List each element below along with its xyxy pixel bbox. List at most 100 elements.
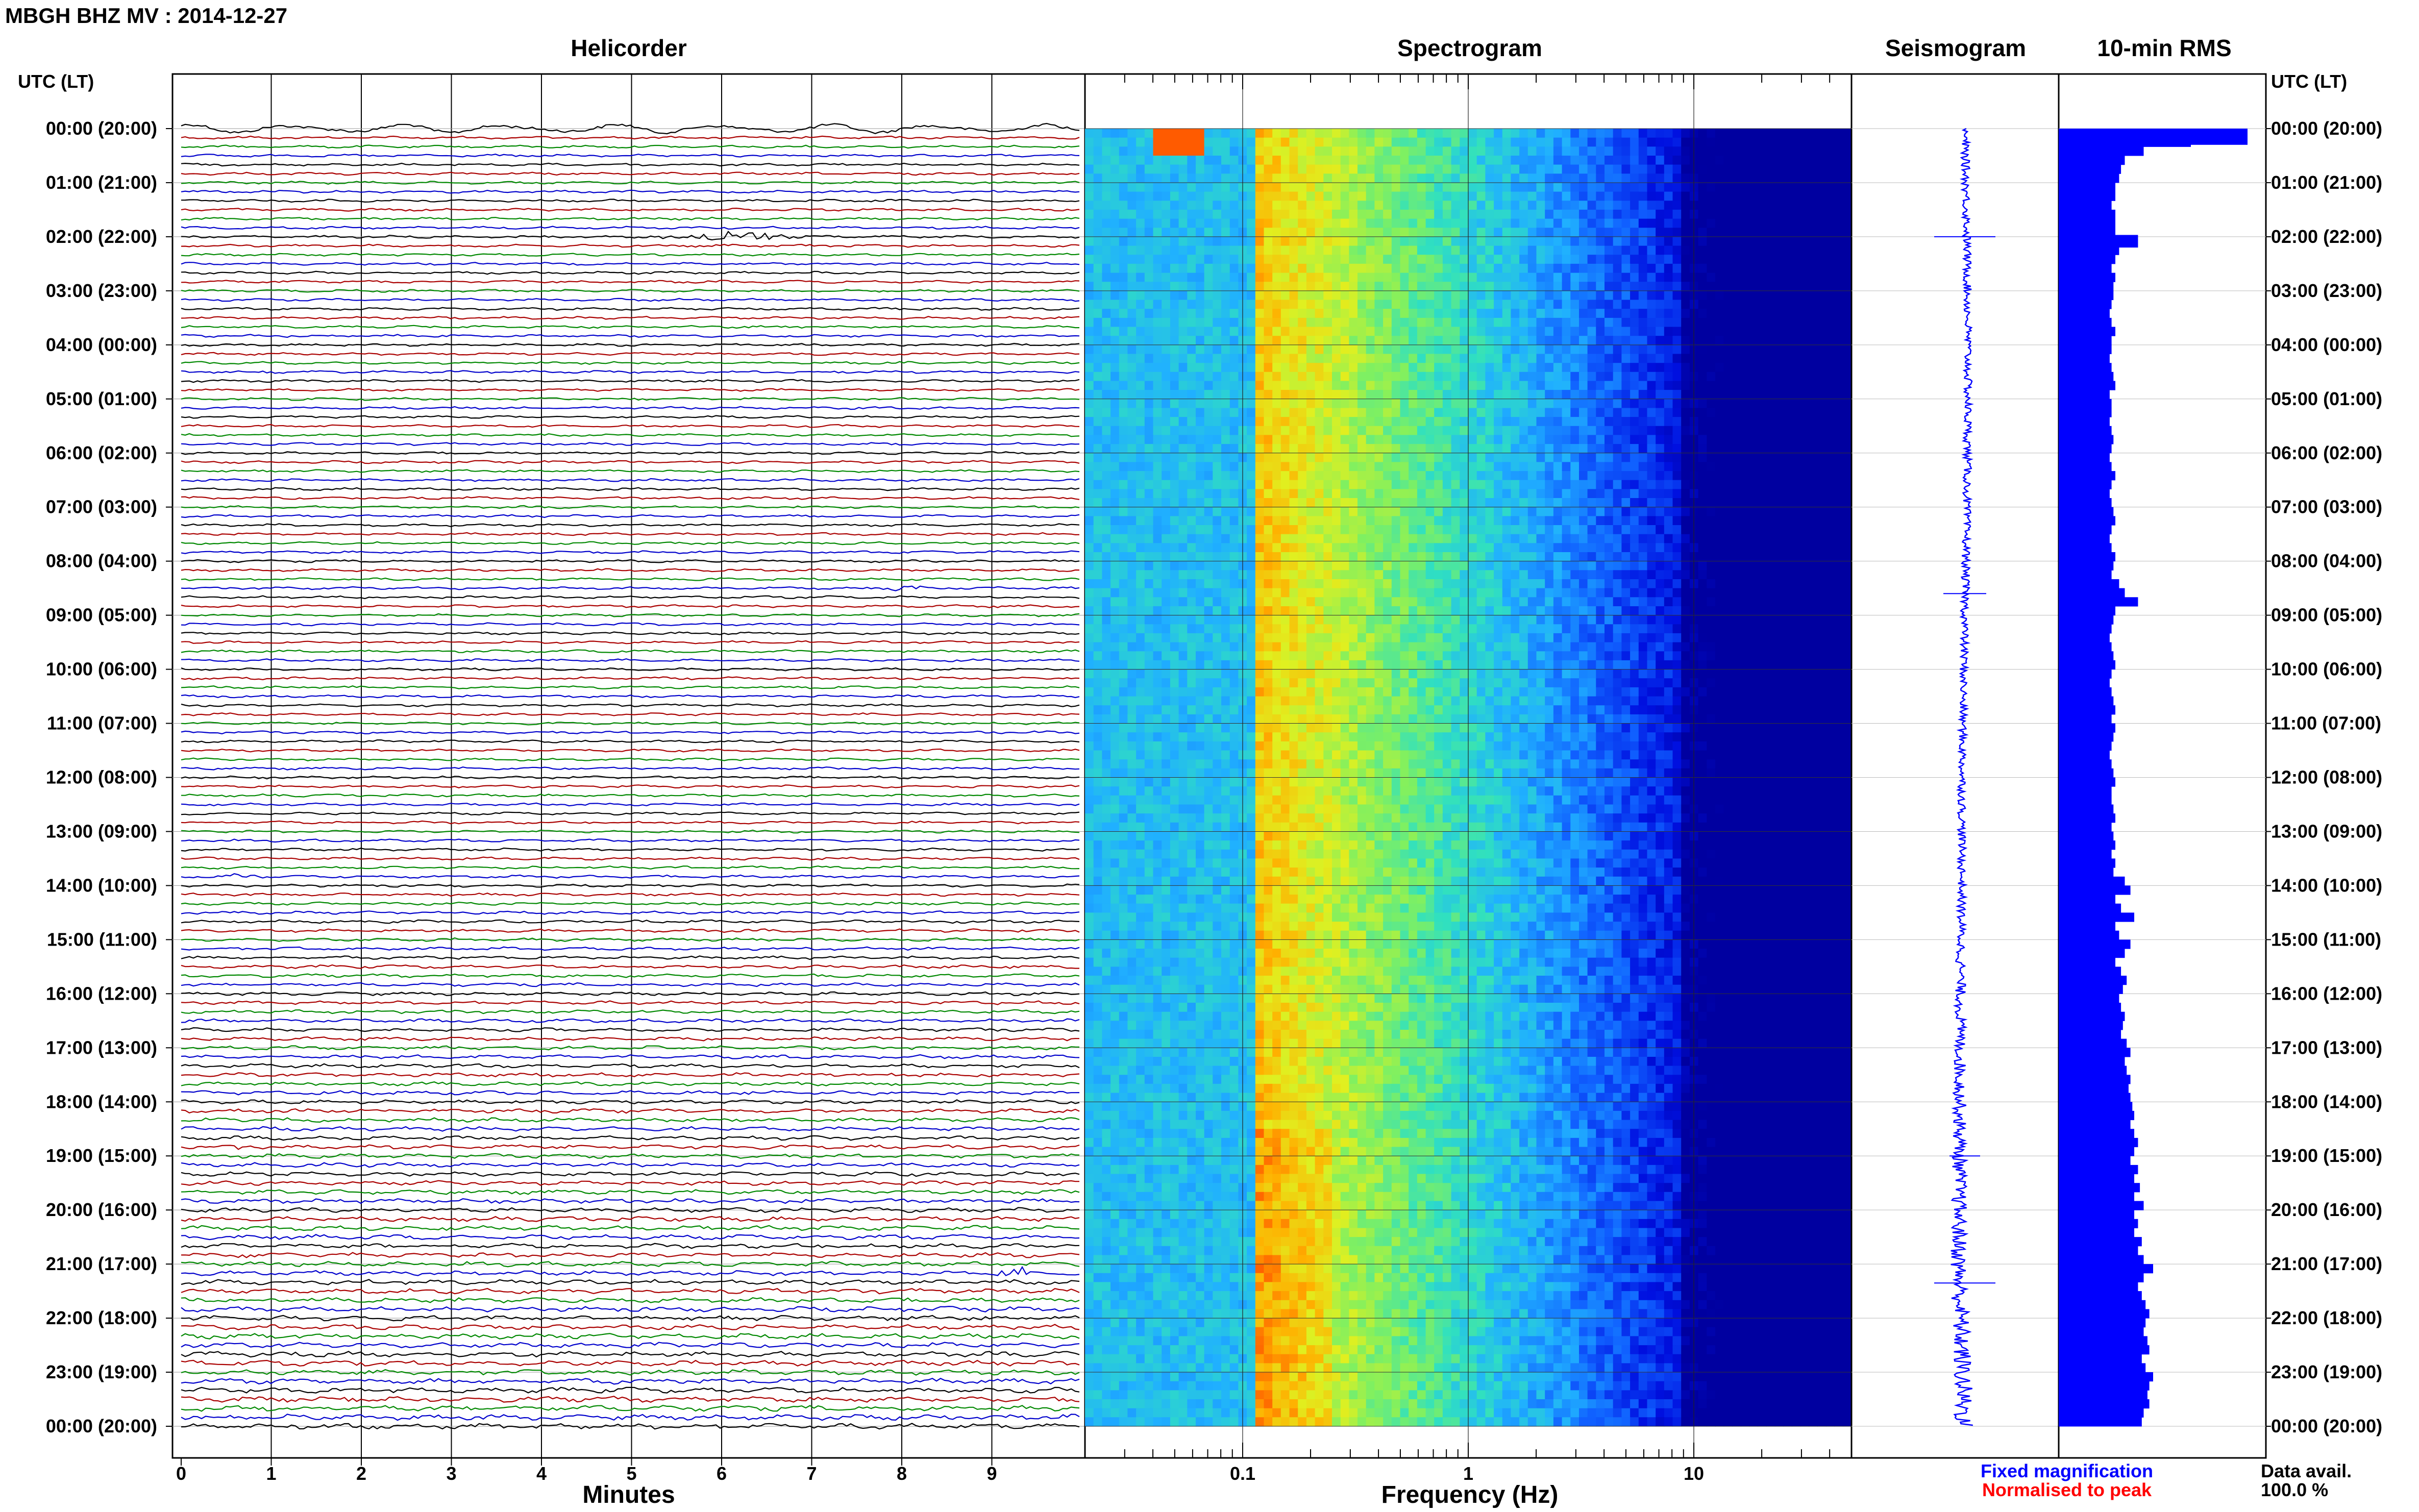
spectrogram-cell [1715, 525, 1724, 535]
spectrogram-cell [1502, 570, 1512, 580]
spectrogram-cell [1672, 245, 1682, 255]
spectrogram-cell [1715, 579, 1724, 589]
spectrogram-cell [1638, 417, 1648, 427]
spectrogram-cell [1110, 561, 1120, 571]
spectrogram-cell [1229, 245, 1239, 255]
spectrogram-cell [1162, 570, 1171, 580]
spectrogram-cell [1162, 561, 1171, 571]
spectrogram-cell [1562, 516, 1571, 526]
spectrogram-cell [1153, 579, 1162, 589]
spectrogram-cell [1698, 156, 1707, 165]
spectrogram-cell [1570, 381, 1579, 390]
spectrogram-cell [1280, 218, 1290, 228]
spectrogram-cell [1178, 137, 1188, 147]
helicorder-trace-row [181, 307, 1080, 311]
spectrogram-cell [1425, 146, 1435, 156]
spectrogram-cell [1817, 354, 1826, 363]
spectrogram-cell [1391, 534, 1401, 543]
spectrogram-cell [1272, 453, 1281, 463]
spectrogram-cell [1221, 426, 1230, 436]
spectrogram-cell [1264, 183, 1273, 192]
spectrogram-cell [1153, 209, 1162, 219]
spectrogram-cell [1110, 597, 1120, 607]
helicorder-trace-row [181, 154, 1080, 158]
spectrogram-cell [1485, 525, 1494, 535]
spectrogram-cell [1485, 543, 1494, 553]
spectrogram-cell [1280, 236, 1290, 246]
spectrogram-cell [1315, 480, 1324, 489]
spectrogram-cell [1102, 263, 1111, 274]
spectrogram-cell [1723, 191, 1733, 201]
spectrogram-cell [1451, 344, 1460, 355]
spectrogram-cell [1204, 255, 1213, 264]
spectrogram-cell [1323, 164, 1332, 174]
spectrogram-cell [1102, 570, 1111, 580]
spectrogram-cell [1494, 435, 1503, 444]
spectrogram-cell [1298, 300, 1307, 309]
spectrogram-cell [1638, 282, 1648, 291]
spectrogram-cell [1280, 282, 1290, 291]
spectrogram-cell [1536, 245, 1545, 255]
spectrogram-cell [1843, 408, 1852, 417]
spectrogram-cell [1698, 570, 1707, 580]
spectrogram-cell [1468, 516, 1477, 526]
spectrogram-cell [1229, 543, 1239, 553]
spectrogram-cell [1460, 453, 1469, 463]
spectrogram-cell [1153, 381, 1162, 390]
helicorder-trace-row [181, 1108, 1080, 1114]
spectrogram-cell [1162, 363, 1171, 373]
spectrogram-cell [1153, 570, 1162, 580]
spectrogram-cell [1247, 255, 1256, 264]
spectrogram-cell [1587, 426, 1596, 436]
spectrogram-cell [1434, 471, 1443, 481]
spectrogram-cell [1672, 381, 1682, 390]
spectrogram-cell [1442, 570, 1452, 580]
spectrogram-cell [1468, 300, 1477, 309]
spectrogram-cell [1570, 489, 1579, 499]
spectrogram-cell [1264, 263, 1273, 274]
spectrogram-cell [1494, 525, 1503, 535]
spectrogram-cell [1825, 354, 1835, 363]
spectrogram-cell [1110, 201, 1120, 210]
spectrogram-cell [1178, 417, 1188, 427]
spectrogram-cell [1442, 408, 1452, 417]
spectrogram-cell [1247, 290, 1256, 301]
helicorder-trace-row [181, 1198, 1080, 1204]
spectrogram-cell [1800, 381, 1810, 390]
spectrogram-cell [1664, 344, 1673, 355]
spectrogram-cell [1196, 606, 1205, 616]
spectrogram-cell [1289, 354, 1298, 363]
spectrogram-cell [1809, 399, 1818, 409]
spectrogram-cell [1323, 245, 1332, 255]
spectrogram-cell [1170, 516, 1179, 526]
spectrogram-cell [1357, 516, 1367, 526]
spectrogram-cell [1843, 480, 1852, 489]
spectrogram-cell [1519, 255, 1528, 264]
spectrogram-cell [1425, 309, 1435, 318]
spectrogram-cell [1298, 597, 1307, 607]
spectrogram-cell [1732, 191, 1741, 201]
spectrogram-cell [1409, 390, 1418, 400]
spectrogram-cell [1562, 534, 1571, 543]
spectrogram-cell [1213, 300, 1222, 309]
spectrogram-cell [1323, 471, 1332, 481]
spectrogram-cell [1187, 471, 1196, 481]
spectrogram-cell [1494, 570, 1503, 580]
spectrogram-cell [1144, 552, 1154, 562]
spectrogram-cell [1144, 435, 1154, 444]
spectrogram-cell [1579, 426, 1588, 436]
spectrogram-cell [1391, 480, 1401, 489]
spectrogram-cell [1213, 579, 1222, 589]
spectrogram-cell [1127, 489, 1137, 499]
spectrogram-cell [1732, 255, 1741, 264]
spectrogram-cell [1749, 588, 1758, 598]
helicorder-trace-row [181, 1287, 1080, 1295]
spectrogram-cell [1715, 408, 1724, 417]
spectrogram-cell [1417, 309, 1426, 318]
spectrogram-cell [1723, 201, 1733, 210]
spectrogram-cell [1102, 156, 1111, 165]
spectrogram-cell [1707, 408, 1716, 417]
spectrogram-cell [1213, 317, 1222, 328]
spectrogram-cell [1264, 390, 1273, 400]
spectrogram-cell [1289, 272, 1298, 282]
